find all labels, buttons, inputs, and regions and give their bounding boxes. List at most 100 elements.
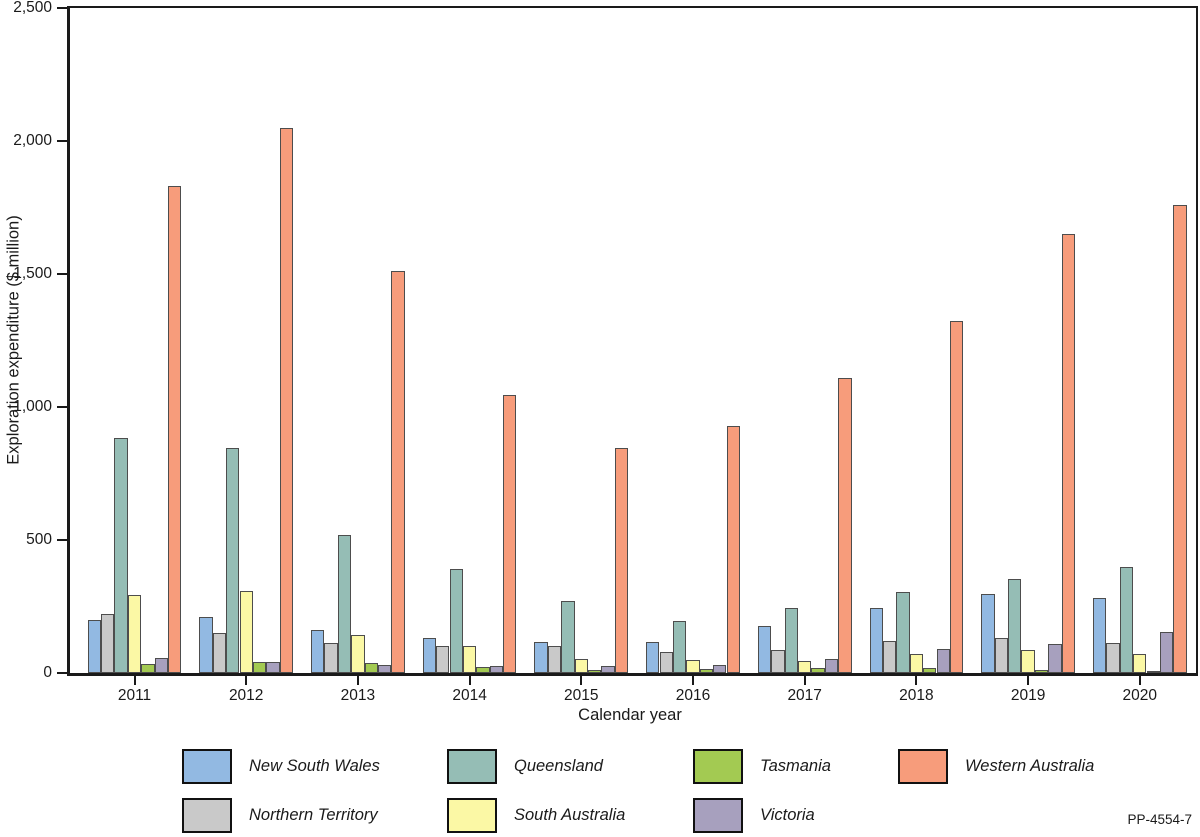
bar-tasmania-2015 bbox=[588, 669, 602, 673]
bar-south-australia-2011 bbox=[127, 594, 142, 673]
bar-tasmania-2014 bbox=[476, 667, 490, 673]
bar-northern-territory-2013 bbox=[324, 643, 338, 673]
bar-queensland-2018 bbox=[896, 592, 910, 673]
bar-northern-territory-2015 bbox=[547, 646, 562, 673]
bar-victoria-2014 bbox=[489, 665, 504, 673]
y-tick bbox=[57, 539, 67, 541]
bar-western-australia-2019 bbox=[1061, 234, 1075, 673]
bar-queensland-2019 bbox=[1008, 578, 1022, 673]
x-tick-label: 2015 bbox=[564, 687, 599, 704]
legend-swatch-icon bbox=[182, 748, 232, 784]
bar-new-south-wales-2017 bbox=[757, 625, 772, 673]
legend-swatch-icon bbox=[693, 748, 743, 784]
legend-label: Tasmania bbox=[760, 756, 831, 775]
y-tick-label: 2,000 bbox=[13, 132, 52, 149]
bar-western-australia-2013 bbox=[391, 271, 405, 673]
y-tick-label: 2,500 bbox=[13, 0, 52, 16]
x-tick-label: 2011 bbox=[117, 687, 152, 704]
legend-swatch-icon bbox=[447, 797, 497, 833]
x-tick-label: 2013 bbox=[340, 687, 376, 704]
bar-queensland-2014 bbox=[449, 569, 463, 673]
y-tick-label: 500 bbox=[26, 531, 52, 548]
x-tick bbox=[692, 676, 694, 685]
bar-northern-territory-2019 bbox=[994, 637, 1008, 673]
legend-swatch-icon bbox=[447, 748, 497, 784]
x-axis-title: Calendar year bbox=[578, 706, 682, 724]
legend-swatch-icon bbox=[898, 748, 948, 784]
bar-northern-territory-2020 bbox=[1106, 643, 1120, 673]
bar-queensland-2013 bbox=[337, 535, 352, 673]
y-axis-title: Exploration expenditure ($ million) bbox=[4, 215, 23, 465]
bar-tasmania-2011 bbox=[141, 664, 155, 673]
bar-western-australia-2015 bbox=[614, 448, 629, 673]
bar-queensland-2020 bbox=[1119, 566, 1134, 673]
legend-label: Queensland bbox=[514, 756, 603, 775]
figure-code: PP-4554-7 bbox=[1127, 812, 1192, 827]
x-tick bbox=[468, 676, 471, 685]
bar-victoria-2013 bbox=[378, 665, 392, 673]
bar-victoria-2016 bbox=[713, 664, 727, 673]
bar-new-south-wales-2020 bbox=[1092, 597, 1107, 673]
x-tick bbox=[915, 676, 918, 685]
bar-northern-territory-2014 bbox=[436, 645, 450, 673]
x-tick-label: 2019 bbox=[1010, 687, 1046, 704]
y-tick-label: 1,500 bbox=[13, 265, 52, 282]
bar-queensland-2016 bbox=[672, 621, 687, 673]
bar-northern-territory-2017 bbox=[771, 649, 785, 673]
x-tick bbox=[245, 676, 248, 685]
bar-queensland-2015 bbox=[561, 601, 575, 673]
bar-western-australia-2014 bbox=[503, 395, 517, 673]
x-tick bbox=[356, 676, 359, 685]
bar-western-australia-2011 bbox=[168, 186, 182, 673]
bar-western-australia-2012 bbox=[279, 127, 294, 673]
bar-tasmania-2017 bbox=[811, 667, 825, 673]
bar-south-australia-2019 bbox=[1021, 650, 1035, 673]
bar-south-australia-2017 bbox=[798, 660, 812, 673]
x-tick-label: 2017 bbox=[787, 687, 822, 704]
bar-new-south-wales-2011 bbox=[87, 619, 101, 673]
bar-victoria-2015 bbox=[601, 665, 615, 673]
x-tick-label: 2020 bbox=[1122, 687, 1158, 704]
bar-tasmania-2012 bbox=[252, 662, 267, 673]
bar-victoria-2019 bbox=[1048, 643, 1062, 673]
legend-label: Victoria bbox=[760, 805, 815, 824]
legend-swatch-icon bbox=[182, 797, 232, 833]
y-tick bbox=[57, 406, 67, 408]
bar-queensland-2017 bbox=[784, 607, 798, 673]
bar-new-south-wales-2015 bbox=[534, 641, 548, 673]
x-tick-label: 2016 bbox=[675, 687, 711, 704]
bar-western-australia-2020 bbox=[1173, 204, 1187, 673]
legend-swatch-icon bbox=[693, 797, 743, 833]
plot-area: 0 500 1,000 1,500 2,000 2,500 2011 2012 2013 2014… bbox=[13, 0, 1198, 704]
legend-item-new-south-wales: New South Wales bbox=[182, 746, 380, 786]
legend-item-south-australia: South Australia bbox=[447, 795, 625, 835]
bar-tasmania-2018 bbox=[923, 667, 937, 673]
bar-queensland-2011 bbox=[114, 437, 128, 673]
bar-victoria-2017 bbox=[824, 659, 839, 673]
bar-western-australia-2018 bbox=[949, 321, 964, 673]
bar-tasmania-2016 bbox=[699, 669, 714, 673]
legend-item-tasmania: Tasmania bbox=[693, 746, 831, 786]
bar-northern-territory-2011 bbox=[101, 614, 115, 673]
bar-northern-territory-2018 bbox=[882, 640, 897, 673]
legend-item-northern-territory: Northern Territory bbox=[182, 795, 378, 835]
y-tick bbox=[57, 7, 67, 9]
bar-northern-territory-2012 bbox=[212, 633, 227, 673]
bar-victoria-2012 bbox=[266, 661, 280, 673]
bar-tasmania-2020 bbox=[1146, 670, 1160, 673]
bar-new-south-wales-2018 bbox=[869, 607, 883, 673]
y-tick bbox=[57, 140, 67, 142]
legend-item-victoria: Victoria bbox=[693, 795, 815, 835]
bar-south-australia-2016 bbox=[686, 660, 700, 673]
bar-south-australia-2018 bbox=[909, 653, 924, 673]
legend-label: Northern Territory bbox=[249, 805, 378, 824]
y-tick bbox=[57, 273, 67, 275]
bar-new-south-wales-2019 bbox=[981, 594, 995, 673]
legend-item-western-australia: Western Australia bbox=[898, 746, 1094, 786]
x-tick bbox=[580, 676, 583, 685]
legend-label: South Australia bbox=[514, 805, 626, 824]
legend-label: New South Wales bbox=[249, 756, 380, 775]
x-tick bbox=[1138, 676, 1141, 685]
bar-south-australia-2015 bbox=[574, 658, 588, 673]
